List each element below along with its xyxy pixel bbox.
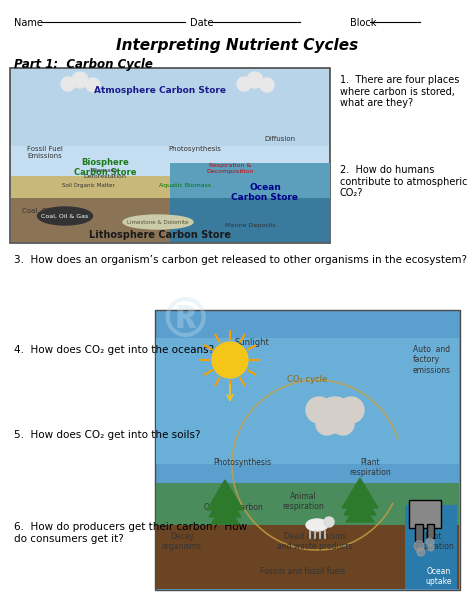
FancyBboxPatch shape — [409, 500, 441, 528]
Ellipse shape — [123, 215, 193, 229]
Text: Interpreting Nutrient Cycles: Interpreting Nutrient Cycles — [116, 38, 358, 53]
Text: Coal, Oil & Gas: Coal, Oil & Gas — [41, 213, 89, 218]
Circle shape — [316, 413, 338, 435]
Circle shape — [426, 538, 434, 546]
FancyBboxPatch shape — [170, 163, 330, 242]
Circle shape — [417, 548, 425, 556]
Text: Photosynthesis: Photosynthesis — [169, 146, 221, 152]
Circle shape — [324, 517, 334, 527]
Circle shape — [237, 77, 251, 91]
Text: Coal, Oil & Gas: Coal, Oil & Gas — [22, 208, 74, 214]
Text: 3.  How does an organism’s carbon get released to other organisms in the ecosyst: 3. How does an organism’s carbon get rel… — [14, 255, 467, 265]
FancyBboxPatch shape — [156, 482, 459, 589]
Text: 6.  How do producers get their carbon?  How
do consumers get it?: 6. How do producers get their carbon? Ho… — [14, 522, 247, 544]
Text: Biomass
Deforestation: Biomass Deforestation — [83, 168, 127, 179]
Text: Ocean
Carbon Store: Ocean Carbon Store — [231, 183, 299, 202]
FancyBboxPatch shape — [155, 310, 460, 590]
Circle shape — [61, 77, 75, 91]
Text: Ocean
uptake: Ocean uptake — [426, 567, 452, 587]
FancyBboxPatch shape — [415, 524, 423, 542]
Text: Limestone & Dolomite: Limestone & Dolomite — [127, 219, 189, 224]
Circle shape — [414, 541, 424, 551]
Text: Block: Block — [350, 18, 376, 28]
Text: Biosphere
Carbon Store: Biosphere Carbon Store — [74, 158, 136, 177]
FancyBboxPatch shape — [10, 68, 330, 243]
Ellipse shape — [37, 207, 92, 225]
Text: 5.  How does CO₂ get into the soils?: 5. How does CO₂ get into the soils? — [14, 430, 201, 440]
FancyBboxPatch shape — [11, 146, 329, 242]
Text: Respiration &
Decomposition: Respiration & Decomposition — [206, 163, 254, 174]
Circle shape — [260, 78, 274, 92]
Text: Dead organisms
and waste products: Dead organisms and waste products — [277, 532, 353, 552]
Text: 1.  There are four places
where carbon is stored,
what are they?: 1. There are four places where carbon is… — [340, 75, 459, 109]
Text: Fossils and fossil fuels: Fossils and fossil fuels — [260, 567, 346, 576]
Polygon shape — [342, 478, 378, 508]
Text: Aquatic Biomass: Aquatic Biomass — [159, 183, 211, 188]
FancyBboxPatch shape — [170, 198, 330, 242]
Circle shape — [247, 72, 263, 88]
Circle shape — [72, 72, 88, 88]
Text: Auto  and
factory
emissions: Auto and factory emissions — [413, 345, 451, 375]
Circle shape — [332, 413, 354, 435]
Text: Fossil Fuel
Emissions: Fossil Fuel Emissions — [27, 146, 63, 159]
Text: Sunlight: Sunlight — [235, 338, 269, 347]
Text: Decay
organisms: Decay organisms — [162, 532, 202, 552]
Circle shape — [212, 342, 248, 378]
Text: Date: Date — [190, 18, 213, 28]
Circle shape — [317, 397, 353, 433]
FancyBboxPatch shape — [156, 525, 459, 589]
Ellipse shape — [306, 519, 328, 531]
Text: ®: ® — [157, 295, 213, 349]
Polygon shape — [211, 504, 239, 524]
Text: Limestone & Dolomite: Limestone & Dolomite — [113, 216, 183, 221]
Circle shape — [86, 78, 100, 92]
Circle shape — [338, 397, 364, 423]
Text: Diffusion: Diffusion — [264, 136, 296, 142]
Text: Marine Deposits: Marine Deposits — [225, 223, 275, 228]
Text: Name: Name — [14, 18, 43, 28]
FancyBboxPatch shape — [11, 175, 187, 242]
Text: Soil Organic Matter: Soil Organic Matter — [62, 183, 114, 188]
Text: Animal
respiration: Animal respiration — [282, 492, 324, 511]
Text: Lithosphere Carbon Store: Lithosphere Carbon Store — [89, 230, 231, 240]
Polygon shape — [344, 490, 376, 515]
Text: CO₂ cycle: CO₂ cycle — [287, 375, 327, 384]
Polygon shape — [207, 480, 243, 510]
Text: Plant
respiration: Plant respiration — [349, 458, 391, 478]
Polygon shape — [346, 502, 374, 522]
Text: Root
respiration: Root respiration — [412, 532, 454, 552]
Circle shape — [428, 545, 434, 551]
Text: Part 1:  Carbon Cycle: Part 1: Carbon Cycle — [14, 58, 153, 71]
Text: Photosynthesis: Photosynthesis — [213, 458, 271, 467]
Text: 4.  How does CO₂ get into the oceans?: 4. How does CO₂ get into the oceans? — [14, 345, 214, 355]
Circle shape — [306, 397, 332, 423]
FancyBboxPatch shape — [156, 338, 459, 464]
Text: Atmosphere Carbon Store: Atmosphere Carbon Store — [94, 86, 227, 95]
Text: 2.  How do humans
contribute to atmospheric
CO₂?: 2. How do humans contribute to atmospher… — [340, 165, 467, 198]
Text: Organic carbon: Organic carbon — [204, 503, 263, 512]
FancyBboxPatch shape — [427, 524, 434, 538]
FancyBboxPatch shape — [405, 505, 457, 589]
Polygon shape — [209, 492, 241, 517]
FancyBboxPatch shape — [11, 198, 187, 242]
